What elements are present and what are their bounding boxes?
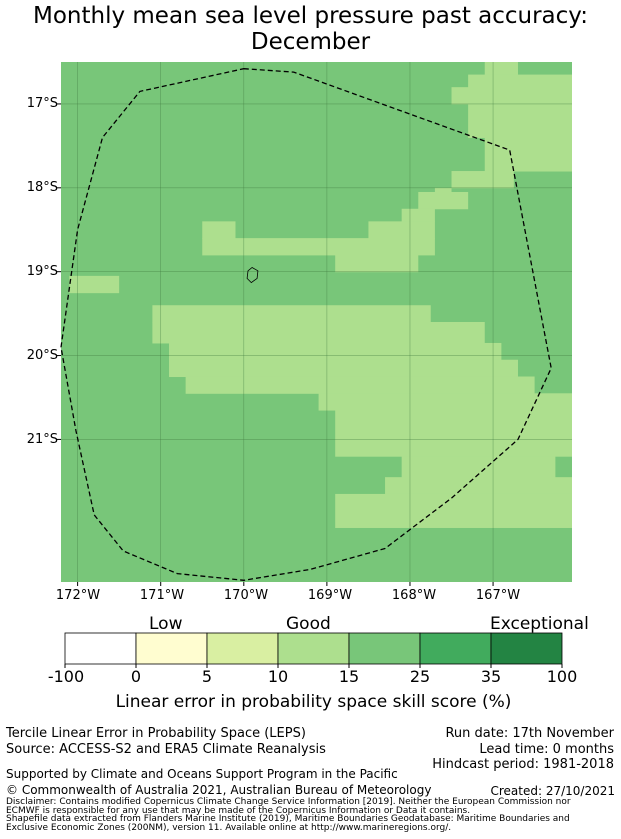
eez-boundary (60, 68, 552, 581)
skill-cell-region (451, 171, 514, 189)
colorbar (64, 632, 563, 668)
lon-label: 167°W (475, 588, 521, 603)
skill-cell-region (169, 359, 518, 378)
colorbar-tick: -100 (47, 667, 85, 686)
colorbar-segment (206, 632, 279, 665)
skill-cell-region (418, 192, 469, 210)
lat-label: 21°S (26, 432, 58, 447)
category-exceptional: Exceptional (490, 614, 589, 634)
skill-cell-region (451, 87, 572, 105)
disclaimer-line2: ECMWF is responsible for any use that ma… (6, 806, 471, 816)
skill-cell-region (152, 322, 485, 344)
colorbar-segment (490, 632, 563, 665)
skill-cell-region (368, 221, 435, 239)
skill-regions (69, 62, 572, 528)
skill-cell-region (318, 393, 572, 411)
support-text: Supported by Climate and Oceans Support … (6, 767, 398, 781)
lead-time: Lead time: 0 months (479, 742, 614, 757)
category-good: Good (286, 614, 331, 634)
colorbar-tick: 15 (338, 667, 360, 686)
skill-cell-region (468, 74, 572, 88)
colorbar-title: Linear error in probability space skill … (115, 692, 512, 712)
skill-cell-region (484, 62, 518, 76)
lon-label: 168°W (391, 588, 437, 603)
skill-cell-region (152, 305, 431, 323)
colorbar-tick: 100 (546, 667, 578, 686)
created-date: Created: 27/10/2021 (490, 784, 615, 798)
copyright-text: © Commonwealth of Australia 2021, Austra… (6, 783, 432, 797)
gridlines (61, 62, 572, 582)
skill-cell-region (385, 477, 572, 495)
skill-cell-region (335, 493, 572, 528)
niue-island (246, 267, 259, 284)
skill-cell-region (335, 254, 419, 273)
category-low: Low (149, 614, 183, 634)
skill-cell-region (202, 238, 435, 256)
source-text: Source: ACCESS-S2 and ERA5 Climate Reana… (6, 742, 326, 757)
lat-label: 19°S (26, 264, 58, 279)
skill-cell-region (335, 410, 572, 457)
colorbar-segment (135, 632, 208, 665)
colorbar-tick: 10 (267, 667, 289, 686)
shapefile-line1: Shapefile data extracted from Flanders M… (6, 814, 570, 824)
lon-label: 172°W (55, 588, 101, 603)
shapefile-line2: Exclusive Economic Zones (200NM), versio… (6, 823, 452, 833)
lon-label: 171°W (139, 588, 185, 603)
lat-label: 18°S (26, 180, 58, 195)
colorbar-tick: 0 (130, 667, 142, 686)
skill-cell-region (468, 103, 572, 138)
colorbar-segment (348, 632, 421, 665)
skill-cell-region (69, 275, 120, 294)
colorbar-tick: 5 (201, 667, 213, 686)
skill-cell-region (202, 221, 236, 239)
colorbar-segment (64, 632, 137, 665)
skill-cell-region (401, 456, 556, 478)
skill-cell-region (185, 376, 535, 394)
map-title-line2: December (250, 29, 371, 55)
colorbar-tick: 25 (409, 667, 431, 686)
hindcast-period: Hindcast period: 1981-2018 (432, 757, 614, 772)
colorbar-segment (419, 632, 492, 665)
colorbar-segment (277, 632, 350, 665)
y-ticks (57, 103, 61, 440)
disclaimer-line1: Disclaimer: Contains modified Copernicus… (6, 797, 571, 807)
skill-cell-region (169, 342, 502, 361)
colorbar-tick: 35 (480, 667, 502, 686)
method-text: Tercile Linear Error in Probability Spac… (6, 726, 306, 741)
run-date: Run date: 17th November (445, 726, 614, 741)
lat-label: 17°S (26, 96, 58, 111)
skill-cell-region (484, 137, 572, 172)
lon-label: 170°W (223, 588, 269, 603)
map-title-line1: Monthly mean sea level pressure past acc… (33, 3, 588, 29)
x-ticks (77, 582, 494, 586)
lon-label: 169°W (307, 588, 353, 603)
skill-cell-region (401, 208, 435, 222)
lat-label: 20°S (26, 348, 58, 363)
